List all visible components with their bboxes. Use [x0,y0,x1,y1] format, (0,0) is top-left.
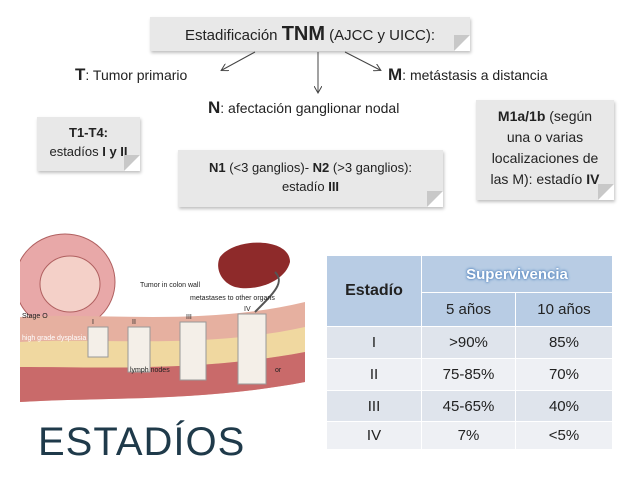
n-box-bold: N1 [208,160,226,175]
tumor [127,326,151,373]
cell: >90% [421,326,516,359]
n-box-text: estadío [281,179,329,194]
label: metastases to other organs [190,295,275,302]
cell: 45-65% [421,390,516,422]
t-box-text: estadíos [49,144,103,159]
cell: 85% [514,326,614,359]
n-box: N1 (<3 ganglios)- N2 (>3 ganglios): esta… [178,150,443,207]
cell: I [326,326,422,359]
fold [124,155,140,171]
header-cell: Estadío [326,255,422,327]
arrow [222,51,256,70]
header-cell: 10 años [514,292,614,327]
header-text: (AJCC y UICC): [325,27,436,44]
label: high grade dysplasia [22,335,86,342]
header-cell: Supervivencia [421,255,613,293]
fold [427,191,443,207]
illustration: Stage O high grade dysplasia Tumor in co… [20,233,305,402]
slide-title: ESTADÍOS [38,420,246,464]
t-label: T: Tumor primario [75,65,187,85]
colon-lumen [39,255,101,313]
t-box: T1-T4: estadíos I y II [37,117,140,171]
header-text: Estadificación [184,27,282,44]
m-box-text: las M): estadío [490,171,587,187]
m-box-text: localizaciones de [491,150,599,166]
cell: 75-85% [421,358,516,391]
n-box-text: (>3 ganglios): [329,160,413,175]
fold [454,35,470,51]
n-box-bold: III [328,179,340,194]
m-box: M1a/1b (según una o varias localizacione… [476,100,614,200]
cell: IV [326,421,422,450]
n-letter: N [208,98,221,117]
m-label: M: metástasis a distancia [388,65,548,85]
m-letter: M [388,65,403,84]
liver [218,242,290,289]
tumor [87,326,109,358]
fold [598,184,614,200]
n-text: : afectación ganglionar nodal [220,100,400,116]
label: or [275,367,282,374]
muscle-layer [20,352,305,402]
tumor [237,313,267,385]
header-bold: TNM [281,23,326,45]
arrow [344,51,380,70]
n-label: N: afectación ganglionar nodal [208,98,399,118]
m-box-text: una o varias [506,129,584,145]
t-letter: T [75,65,86,84]
cell: 70% [514,358,614,391]
cell: 40% [514,390,614,422]
tumor [179,321,207,381]
cell: III [326,390,422,422]
n-box-bold: N2 [312,160,330,175]
label: lymph nodes [130,367,170,374]
t-box-bold: I y II [102,144,128,159]
header-cell: 5 años [421,292,516,327]
label: Tumor in colon wall [140,282,200,289]
m-box-bold: IV [586,171,600,187]
cell: <5% [514,421,614,450]
m-text: : metástasis a distancia [402,67,548,83]
stage-label: II [132,319,136,326]
stage-label: I [92,319,94,326]
m-box-text: (según [545,108,593,124]
t-text: : Tumor primario [85,67,188,83]
cell: 7% [421,421,516,450]
m-box-bold: M1a/1b [497,108,546,124]
header-box: Estadificación TNM (AJCC y UICC): [150,17,470,51]
survival-table: Estadío Supervivencia 5 años 10 años I >9… [326,255,614,450]
arrow [254,271,280,313]
n-box-text: (<3 ganglios)- [225,160,313,175]
t-box-title: T1-T4: [69,125,108,140]
cell: II [326,358,422,391]
label: Stage O [22,313,48,320]
stage-label: IV [244,306,251,313]
stage-label: III [186,314,192,321]
